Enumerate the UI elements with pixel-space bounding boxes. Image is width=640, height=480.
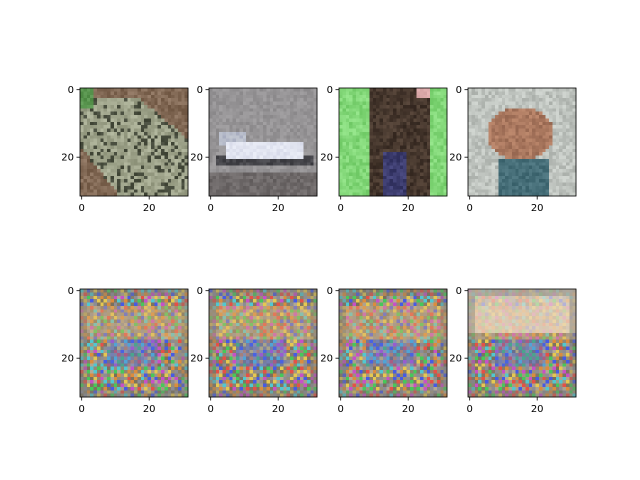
y-tick-label: 0: [327, 85, 333, 96]
x-tick-label: 20: [143, 404, 156, 415]
x-tick-label: 20: [531, 404, 544, 415]
image-panel: [80, 88, 189, 197]
subplot-r0-c2: 0 20 0 20: [320, 85, 448, 214]
axes-frame: [79, 87, 189, 197]
subplot-r1-c1: 0 20 0 20: [190, 286, 318, 415]
y-tick-label: 0: [327, 286, 333, 297]
subplot-r0-c3: 0 20 0 20: [449, 85, 577, 214]
x-tick-label: 0: [338, 203, 344, 214]
y-tick-label: 20: [320, 354, 333, 365]
y-tick-label: 0: [456, 85, 462, 96]
axes-frame: [467, 288, 577, 398]
image-panel: [80, 289, 189, 398]
x-tick-label: 20: [272, 203, 285, 214]
y-tick-label: 0: [68, 286, 74, 297]
axes-frame: [338, 288, 448, 398]
x-tick-label: 0: [79, 203, 85, 214]
image-panel: [209, 289, 318, 398]
y-tick-label: 20: [190, 153, 203, 164]
x-tick-label: 20: [531, 203, 544, 214]
subplot-r1-c0: 0 20 0 20: [61, 286, 189, 415]
x-tick-label: 0: [208, 404, 214, 415]
y-tick-label: 20: [449, 354, 462, 365]
y-tick-label: 0: [68, 85, 74, 96]
axes-frame: [467, 87, 577, 197]
x-tick-label: 0: [467, 404, 473, 415]
axes-frame: [79, 288, 189, 398]
subplot-r1-c2: 0 20 0 20: [320, 286, 448, 415]
x-tick-label: 0: [338, 404, 344, 415]
x-tick-label: 20: [143, 203, 156, 214]
subplot-r1-c3: 0 20 0 20: [449, 286, 577, 415]
y-tick-label: 0: [197, 286, 203, 297]
x-tick-label: 20: [402, 203, 415, 214]
image-panel: [468, 88, 577, 197]
x-tick-label: 20: [402, 404, 415, 415]
y-tick-label: 20: [320, 153, 333, 164]
y-tick-label: 20: [61, 153, 74, 164]
image-panel: [339, 289, 448, 398]
y-tick-label: 20: [61, 354, 74, 365]
image-panel: [339, 88, 448, 197]
y-tick-label: 0: [197, 85, 203, 96]
axes-frame: [208, 288, 318, 398]
y-tick-label: 20: [190, 354, 203, 365]
axes-frame: [208, 87, 318, 197]
x-tick-label: 20: [272, 404, 285, 415]
axes-frame: [338, 87, 448, 197]
x-tick-label: 0: [208, 203, 214, 214]
image-panel: [209, 88, 318, 197]
subplot-r0-c0: 0 20 0 20: [61, 85, 189, 214]
image-panel: [468, 289, 577, 398]
y-tick-label: 20: [449, 153, 462, 164]
subplot-r0-c1: 0 20 0 20: [190, 85, 318, 214]
x-tick-label: 0: [79, 404, 85, 415]
x-tick-label: 0: [467, 203, 473, 214]
y-tick-label: 0: [456, 286, 462, 297]
